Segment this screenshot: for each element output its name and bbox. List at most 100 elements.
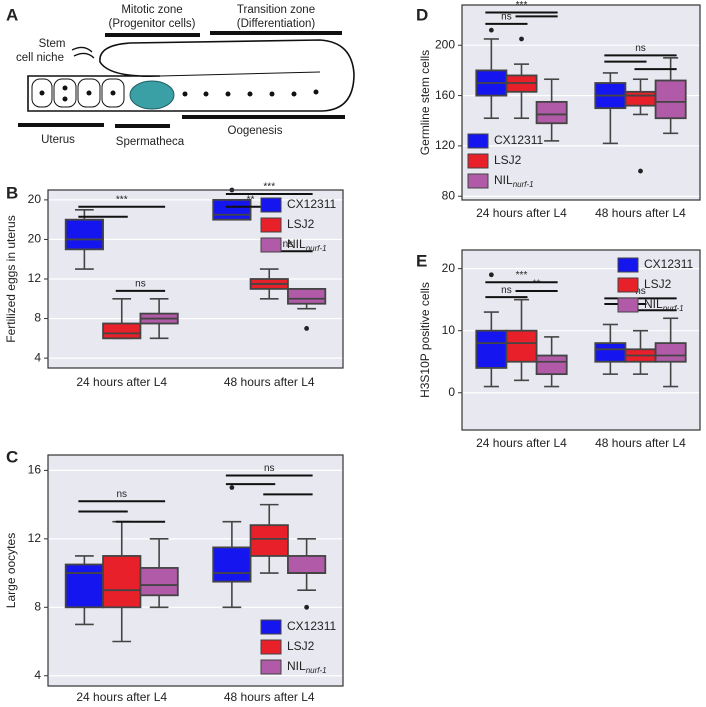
legend-swatch [260,217,282,233]
box [139,567,179,597]
legend-name: LSJ2 [287,217,315,231]
region-label: Oogenesis [228,125,283,137]
box [594,342,627,363]
outlier [638,168,643,174]
legend-swatch [617,277,639,293]
niche-label: cell niche [16,52,64,64]
legend-label: LSJ2 [287,217,315,231]
outlier [488,27,494,33]
significance-label: ** [533,279,541,290]
plot-frame [461,249,701,431]
legend-label: NILnurf-1 [287,659,327,675]
legend-swatch [260,237,282,253]
x-tick-label: 24 hours after L4 [476,436,567,450]
legend-name: LSJ2 [644,277,672,291]
legend-label: NILnurf-1 [287,237,327,253]
y-tick-label: 4 [34,668,41,682]
box [505,329,538,363]
x-tick-label: 48 hours after L4 [595,436,686,450]
zone-label: Transition zone [237,4,315,16]
x-tick-label: 24 hours after L4 [476,206,567,220]
y-tick-label: 20 [28,232,42,246]
legend-label: LSJ2 [644,277,672,291]
legend-swatch [467,133,489,149]
panel-label: C [6,447,18,466]
significance-label: *** [263,182,275,193]
box [287,555,327,574]
significance-label: ns [283,239,294,250]
y-tick-label: 12 [28,531,42,545]
legend-swatch [260,619,282,635]
y-tick-label: 80 [442,188,456,202]
y-tick-label: 20 [442,261,456,275]
panel-label: D [416,5,428,24]
spermatheca [129,80,175,110]
y-tick-label: 20 [28,192,42,206]
box [64,563,104,609]
box [64,218,104,251]
x-tick-label: 48 hours after L4 [224,690,315,704]
legend-label: CX12311 [494,133,543,147]
region-label: Spermatheca [116,136,185,148]
y-tick-label: 8 [34,599,41,613]
legend-swatch [260,639,282,655]
y-tick-label: 0 [448,385,455,399]
legend-swatch [467,173,489,189]
y-tick-label: 160 [435,88,455,102]
box [624,90,657,107]
box [654,342,687,363]
plot-frame [47,189,344,369]
legend-label: CX12311 [644,257,693,271]
legend-name: CX12311 [287,619,336,633]
x-tick-label: 48 hours after L4 [224,375,315,389]
box [212,198,252,221]
outlier [304,326,310,331]
y-tick-label: 12 [28,271,42,285]
legend-name: LSJ2 [287,639,315,653]
gonad-fold [159,71,321,77]
significance-label: *** [516,0,528,11]
y-axis-label: Large oocytes [4,533,18,608]
y-tick-label: 120 [435,138,455,152]
panel-label: A [6,5,18,24]
legend-label: LSJ2 [287,639,315,653]
legend-swatch [617,257,639,273]
zone-label: (Differentiation) [237,18,316,30]
x-tick-label: 48 hours after L4 [595,206,686,220]
box [102,555,142,609]
nuclei [39,85,319,102]
x-tick-label: 24 hours after L4 [76,690,167,704]
legend-swatch [260,659,282,675]
legend-subscript: nurf-1 [663,304,684,313]
y-tick-label: 200 [435,37,455,51]
legend-subscript: nurf-1 [306,244,327,253]
legend-subscript: nurf-1 [306,666,327,675]
significance-label: ns [635,286,646,297]
box [287,287,327,305]
significance-label: ns [501,12,512,23]
legend-label: NILnurf-1 [644,297,684,313]
legend-label: CX12311 [287,619,336,633]
y-tick-label: 16 [28,463,42,477]
y-tick-label: 4 [34,350,41,364]
legend-label: NILnurf-1 [494,173,534,189]
outlier [229,485,235,490]
y-tick-label: 10 [442,323,456,337]
box [249,524,289,557]
legend-name: CX12311 [644,257,693,271]
legend-label: LSJ2 [494,153,522,167]
legend-label: CX12311 [287,197,336,211]
legend-subscript: nurf-1 [513,180,534,189]
significance-label: ns [264,463,275,474]
y-axis-label: Fertilized eggs in uterus [4,215,18,342]
significance-label: ns [116,489,127,500]
significance-label: *** [116,194,128,205]
box [654,79,687,120]
legend-name: NIL [494,173,513,187]
panel-label: B [6,183,18,202]
box [535,100,568,125]
outlier [304,604,310,610]
zone-label: Mitotic zone [121,4,182,16]
